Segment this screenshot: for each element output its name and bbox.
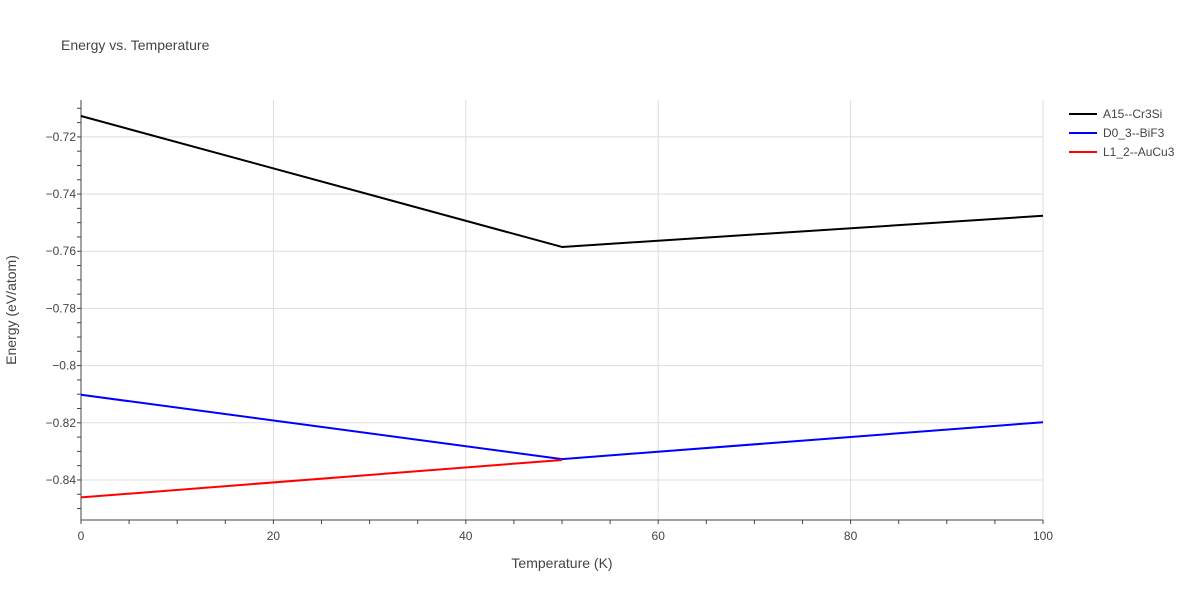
- x-tick-label: 40: [459, 529, 473, 543]
- x-tick-label: 0: [78, 529, 85, 543]
- legend: A15--Cr3Si D0_3--BiF3 L1_2--AuCu3: [1069, 107, 1175, 159]
- y-tick-label: −0.74: [46, 187, 77, 201]
- y-axis-title: Energy (eV/atom): [3, 255, 19, 365]
- x-tick-label: 100: [1033, 529, 1053, 543]
- y-tick-label: −0.8: [52, 359, 76, 373]
- tick-labels: 0 20 40 60 80 100 −0.72 −0.74 −0.76 −0.78 −0.8 −0.8…: [46, 130, 1054, 543]
- x-tick-label: 60: [652, 529, 666, 543]
- y-tick-label: −0.78: [46, 301, 77, 315]
- x-tick-label: 20: [267, 529, 281, 543]
- y-tick-label: −0.84: [46, 473, 77, 487]
- axes: [77, 100, 1044, 524]
- legend-label: L1_2--AuCu3: [1103, 145, 1175, 159]
- y-tick-label: −0.76: [46, 244, 77, 258]
- grid: [81, 100, 1044, 520]
- legend-label: D0_3--BiF3: [1103, 126, 1165, 140]
- series-line-3: [80, 458, 563, 499]
- x-axis-title: Temperature (K): [511, 555, 612, 571]
- series-lines: [80, 115, 1044, 499]
- series-line-1: [80, 115, 1044, 248]
- legend-label: A15--Cr3Si: [1103, 107, 1162, 121]
- series-line-2: [80, 393, 1044, 461]
- y-tick-label: −0.72: [46, 130, 77, 144]
- chart-title: Energy vs. Temperature: [61, 37, 210, 53]
- x-tick-label: 80: [844, 529, 858, 543]
- y-tick-label: −0.82: [46, 416, 77, 430]
